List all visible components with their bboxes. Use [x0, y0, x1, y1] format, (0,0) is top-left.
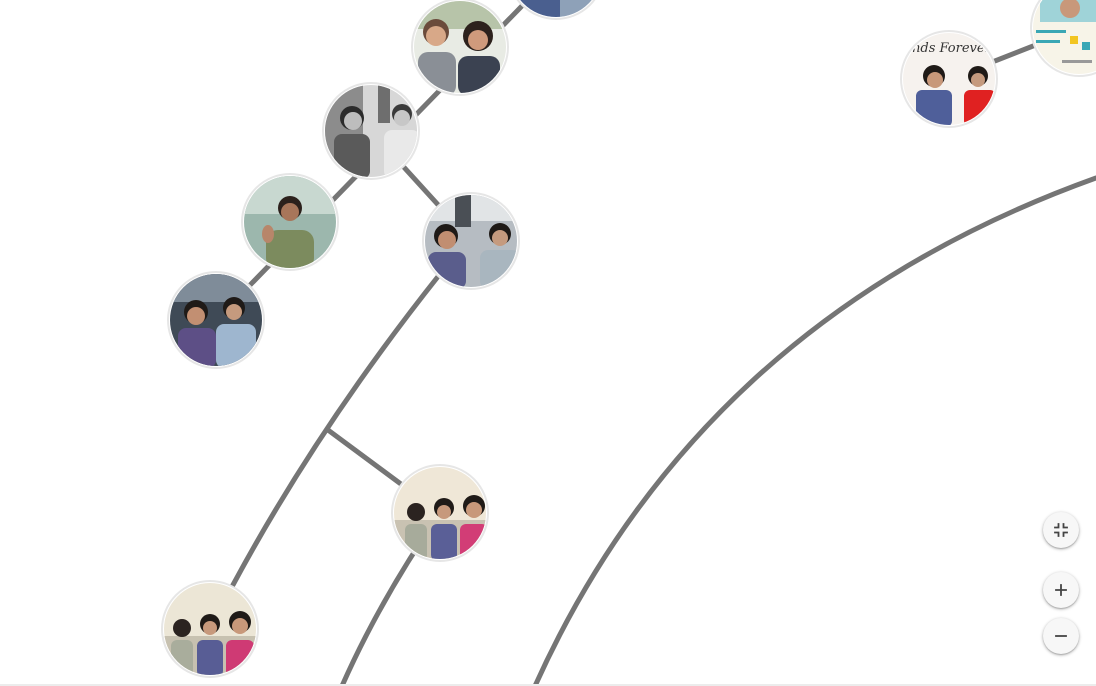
photo-node-man-waving[interactable] [241, 173, 339, 271]
photo-node-couple-sitting[interactable] [411, 0, 509, 96]
edge [532, 175, 1096, 686]
plus-icon [1055, 584, 1067, 596]
photo-node-top-edge[interactable] [508, 0, 604, 25]
zoom-in-button[interactable] [1043, 572, 1079, 608]
photo-node-group-selfie-2[interactable] [161, 580, 259, 678]
collapse-button[interactable] [1043, 512, 1079, 548]
edge [207, 271, 443, 632]
zoom-out-button[interactable] [1043, 618, 1079, 654]
photo-node-couple-bench[interactable] [422, 192, 520, 290]
collapse-icon [1054, 523, 1068, 537]
photo-node-couple-bw[interactable] [322, 82, 420, 180]
photo-node-card[interactable] [1030, 0, 1096, 77]
photo-caption-text: nds Forever [912, 41, 992, 56]
minus-icon [1055, 635, 1067, 637]
bottom-divider [0, 684, 1096, 686]
photo-node-friends-forever[interactable]: nds Forever [900, 30, 998, 128]
photo-node-group-selfie[interactable] [391, 464, 489, 562]
photo-node-couple-benches[interactable] [167, 271, 265, 369]
